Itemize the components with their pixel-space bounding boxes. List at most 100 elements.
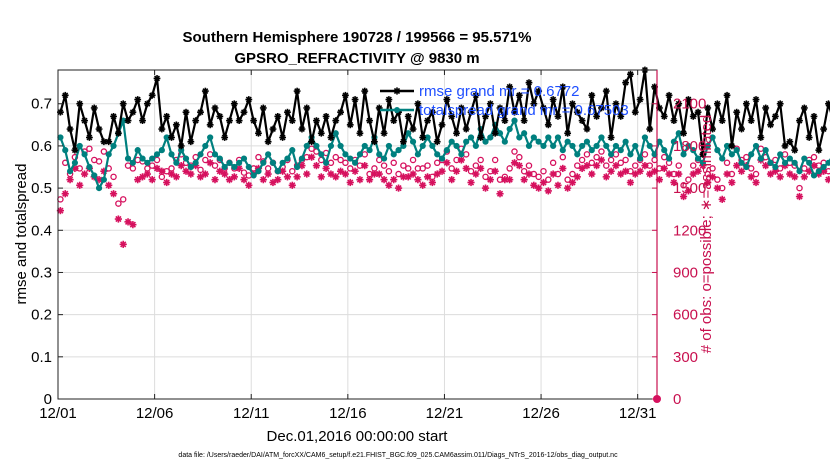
spread-point xyxy=(245,163,252,171)
obs-assimilated-marker xyxy=(597,156,606,164)
spread-point xyxy=(327,142,335,150)
obs-possible-marker xyxy=(119,196,127,203)
rmse-point xyxy=(119,100,127,108)
obs-assimilated-marker xyxy=(225,176,234,184)
rmse-point xyxy=(544,121,552,129)
spread-point xyxy=(347,155,354,162)
rmse-point xyxy=(670,117,678,125)
spread-point xyxy=(351,159,359,166)
obs-assimilated-marker xyxy=(457,156,465,164)
y-axis-label: rmse and totalspread xyxy=(13,164,30,305)
obs-assimilated-marker xyxy=(448,176,456,184)
spread-point xyxy=(530,134,537,141)
spread-point xyxy=(806,159,813,166)
rmse-point xyxy=(810,112,818,120)
spread-point xyxy=(632,142,639,150)
rmse-point xyxy=(525,79,533,87)
x-tick-label: 12/01 xyxy=(39,405,77,422)
rmse-point xyxy=(134,96,142,103)
obs-assimilated-marker xyxy=(544,187,552,195)
obs-assimilated-marker xyxy=(134,176,142,184)
x-axis-label: Dec.01,2016 00:00:00 start xyxy=(267,428,449,445)
rmse-point xyxy=(100,138,108,146)
obs-assimilated-marker xyxy=(491,167,499,175)
obs-possible-marker xyxy=(400,162,407,169)
obs-assimilated-marker xyxy=(675,170,683,178)
obs-assimilated-marker xyxy=(240,176,248,184)
y-tick-label: 0.3 xyxy=(31,264,52,281)
obs-assimilated-marker xyxy=(351,167,359,175)
spread-point xyxy=(124,155,132,162)
spread-point xyxy=(608,151,615,158)
chart-subtitle: GPSRO_REFRACTIVITY @ 9830 m xyxy=(234,50,479,67)
rmse-point xyxy=(105,138,113,146)
rmse-point xyxy=(143,100,151,108)
spread-point xyxy=(612,142,620,150)
rmse-point xyxy=(776,100,784,108)
obs-possible-marker xyxy=(549,159,557,167)
obs-possible-marker xyxy=(583,151,591,158)
obs-assimilated-marker xyxy=(694,167,702,175)
obs-assimilated-marker xyxy=(752,178,760,187)
obs-assimilated-marker xyxy=(322,164,330,173)
rmse-point xyxy=(139,117,146,125)
spread-point xyxy=(269,159,277,166)
obs-assimilated-marker xyxy=(636,167,644,175)
rmse-point xyxy=(515,91,523,99)
spread-point xyxy=(593,142,600,150)
rmse-point xyxy=(255,129,262,137)
rmse-point xyxy=(211,104,219,112)
spread-point xyxy=(294,163,301,171)
rmse-point xyxy=(230,100,238,108)
spread-point xyxy=(81,151,88,158)
spread-point xyxy=(694,155,702,162)
spread-point xyxy=(743,163,750,171)
rmse-point xyxy=(733,108,741,116)
rmse-point xyxy=(327,134,335,141)
spread-point xyxy=(487,134,494,141)
y-right-tick-label: 900 xyxy=(673,264,698,281)
rmse-point xyxy=(240,108,248,116)
rmse-point xyxy=(588,91,596,99)
spread-point xyxy=(182,155,190,162)
obs-possible-marker xyxy=(255,153,262,161)
rmse-point xyxy=(187,138,195,146)
spread-point xyxy=(820,163,827,171)
obs-assimilated-marker xyxy=(119,240,127,248)
obs-assimilated-marker xyxy=(506,176,514,184)
spread-point xyxy=(187,163,194,171)
y-right-tick-label: 2100 xyxy=(673,96,706,113)
obs-possible-marker xyxy=(709,165,716,172)
spread-point xyxy=(748,151,755,158)
rmse-point xyxy=(602,87,610,95)
obs-assimilated-marker xyxy=(428,178,436,187)
spread-point xyxy=(516,134,523,141)
spread-point xyxy=(419,142,426,150)
spread-point xyxy=(815,168,822,175)
obs-possible-marker xyxy=(433,159,441,167)
rmse-point xyxy=(501,117,509,125)
obs-assimilated-marker xyxy=(182,167,190,175)
spread-point xyxy=(579,142,586,150)
obs-assimilated-marker xyxy=(573,173,581,181)
obs-assimilated-marker xyxy=(409,170,417,178)
obs-assimilated-marker xyxy=(264,170,272,178)
spread-point xyxy=(76,142,83,150)
obs-assimilated-marker xyxy=(375,170,383,178)
spread-point xyxy=(158,147,165,154)
obs-assimilated-marker xyxy=(433,170,441,178)
obs-assimilated-marker xyxy=(274,176,282,184)
spread-point xyxy=(376,151,383,158)
obs-assimilated-marker xyxy=(617,170,625,178)
rmse-point xyxy=(399,138,407,146)
spread-point xyxy=(274,168,281,175)
obs-possible-marker xyxy=(525,162,533,169)
obs-assimilated-marker xyxy=(684,187,692,195)
spread-point xyxy=(284,155,291,162)
obs-assimilated-marker xyxy=(607,167,615,175)
spread-point xyxy=(168,151,175,158)
obs-assimilated-marker xyxy=(520,176,528,184)
spread-point xyxy=(91,172,98,179)
obs-possible-marker xyxy=(622,156,629,164)
obs-possible-marker xyxy=(723,159,731,167)
